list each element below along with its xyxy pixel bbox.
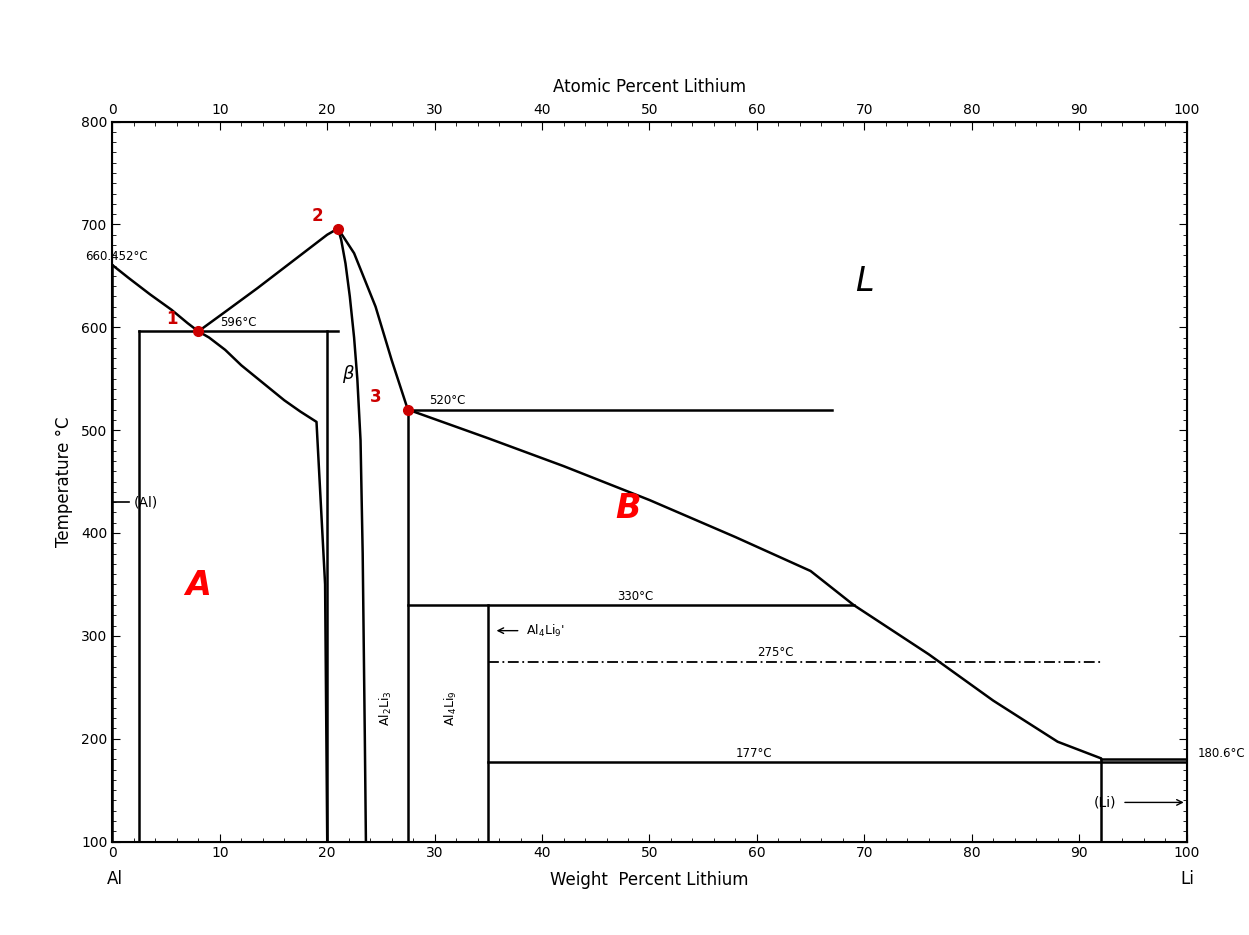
Text: 177°C: 177°C bbox=[736, 747, 772, 760]
Text: 275°C: 275°C bbox=[757, 646, 793, 659]
Text: Al$_2$Li$_3$: Al$_2$Li$_3$ bbox=[378, 690, 395, 726]
Text: Li: Li bbox=[1180, 870, 1195, 887]
Text: 596°C: 596°C bbox=[220, 316, 256, 329]
Text: (Li): (Li) bbox=[1094, 796, 1117, 810]
Text: 2: 2 bbox=[311, 208, 322, 225]
Text: L: L bbox=[856, 266, 873, 298]
Text: (Al): (Al) bbox=[134, 496, 159, 509]
X-axis label: Atomic Percent Lithium: Atomic Percent Lithium bbox=[553, 78, 746, 95]
Y-axis label: Temperature °C: Temperature °C bbox=[55, 416, 72, 547]
Text: 1: 1 bbox=[166, 310, 177, 328]
Text: $\beta$: $\beta$ bbox=[342, 363, 355, 384]
Text: Al$_4$Li$_9$: Al$_4$Li$_9$ bbox=[442, 690, 458, 726]
Text: Al: Al bbox=[107, 870, 122, 887]
Text: 660.452°C: 660.452°C bbox=[85, 251, 149, 264]
X-axis label: Weight  Percent Lithium: Weight Percent Lithium bbox=[551, 871, 748, 889]
Text: 330°C: 330°C bbox=[617, 590, 653, 603]
Text: Al$_4$Li$_9$': Al$_4$Li$_9$' bbox=[526, 623, 565, 639]
Text: 3: 3 bbox=[370, 388, 382, 407]
Text: B: B bbox=[616, 492, 641, 525]
Text: 180.6°C: 180.6°C bbox=[1198, 747, 1245, 760]
Text: 520°C: 520°C bbox=[430, 395, 466, 408]
Text: A: A bbox=[185, 568, 211, 601]
